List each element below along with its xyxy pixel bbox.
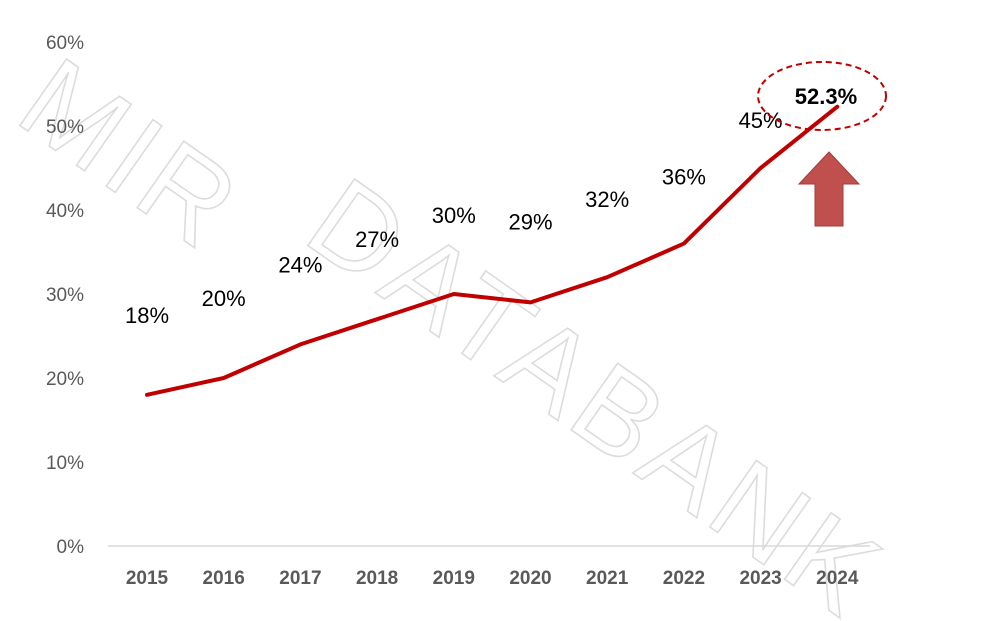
data-label: 29% xyxy=(508,209,552,234)
x-tick-label: 2017 xyxy=(279,568,321,589)
x-tick-label: 2015 xyxy=(126,568,169,589)
series xyxy=(145,104,840,397)
x-tick-label: 2019 xyxy=(433,568,475,589)
data-label: 45% xyxy=(739,108,783,133)
x-tick-label: 2022 xyxy=(663,568,705,589)
annotations xyxy=(757,61,887,227)
data-labels: 18% 20% 24% 27% 30% 29% 32% 36% 45% 52.3% xyxy=(125,84,857,328)
y-tick-label: 40% xyxy=(46,201,84,222)
watermark-line-2: DATABANK xyxy=(285,153,907,621)
watermark-line-1: MIR xyxy=(0,33,265,276)
data-label: 36% xyxy=(662,165,706,190)
data-label: 18% xyxy=(125,303,169,328)
data-label: 30% xyxy=(432,203,476,228)
data-label: 24% xyxy=(278,252,322,277)
x-tick-label: 2020 xyxy=(509,568,551,589)
x-tick-label: 2018 xyxy=(356,568,398,589)
y-tick-label: 50% xyxy=(46,117,84,138)
x-tick-label: 2023 xyxy=(739,568,781,589)
y-tick-label: 60% xyxy=(46,33,84,54)
data-label: 32% xyxy=(585,187,629,212)
highlight-ellipse xyxy=(757,61,887,131)
y-tick-label: 0% xyxy=(57,537,85,558)
y-tick-label: 10% xyxy=(46,453,84,474)
data-label: 27% xyxy=(355,227,399,252)
data-label: 20% xyxy=(202,286,246,311)
x-tick-label: 2024 xyxy=(816,568,859,589)
y-tick-label: 20% xyxy=(46,369,84,390)
x-tick-label: 2021 xyxy=(586,568,629,589)
y-tick-label: 30% xyxy=(46,285,84,306)
series-line xyxy=(145,104,840,397)
up-arrow-icon xyxy=(797,151,861,227)
axes: 0% 10% 20% 30% 40% 50% 60% 2015 2016 2017 2018 2019… xyxy=(46,33,870,589)
highlight-data-label: 52.3% xyxy=(795,84,857,109)
x-tick-label: 2016 xyxy=(203,568,245,589)
